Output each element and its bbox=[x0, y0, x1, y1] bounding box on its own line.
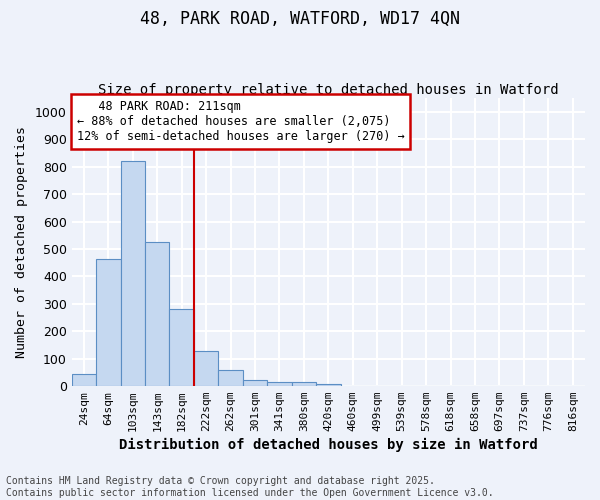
Text: 48, PARK ROAD, WATFORD, WD17 4QN: 48, PARK ROAD, WATFORD, WD17 4QN bbox=[140, 10, 460, 28]
Bar bbox=[316, 384, 341, 386]
Bar bbox=[218, 370, 243, 386]
Bar bbox=[267, 382, 292, 386]
Bar bbox=[96, 258, 121, 386]
Bar bbox=[121, 161, 145, 386]
Text: Contains HM Land Registry data © Crown copyright and database right 2025.
Contai: Contains HM Land Registry data © Crown c… bbox=[6, 476, 494, 498]
Bar bbox=[194, 351, 218, 386]
Bar bbox=[71, 374, 96, 386]
Y-axis label: Number of detached properties: Number of detached properties bbox=[15, 126, 28, 358]
Bar bbox=[243, 380, 267, 386]
X-axis label: Distribution of detached houses by size in Watford: Distribution of detached houses by size … bbox=[119, 438, 538, 452]
Bar bbox=[169, 310, 194, 386]
Text: 48 PARK ROAD: 211sqm
← 88% of detached houses are smaller (2,075)
12% of semi-de: 48 PARK ROAD: 211sqm ← 88% of detached h… bbox=[77, 100, 404, 142]
Bar bbox=[145, 242, 169, 386]
Title: Size of property relative to detached houses in Watford: Size of property relative to detached ho… bbox=[98, 83, 559, 97]
Bar bbox=[292, 382, 316, 386]
